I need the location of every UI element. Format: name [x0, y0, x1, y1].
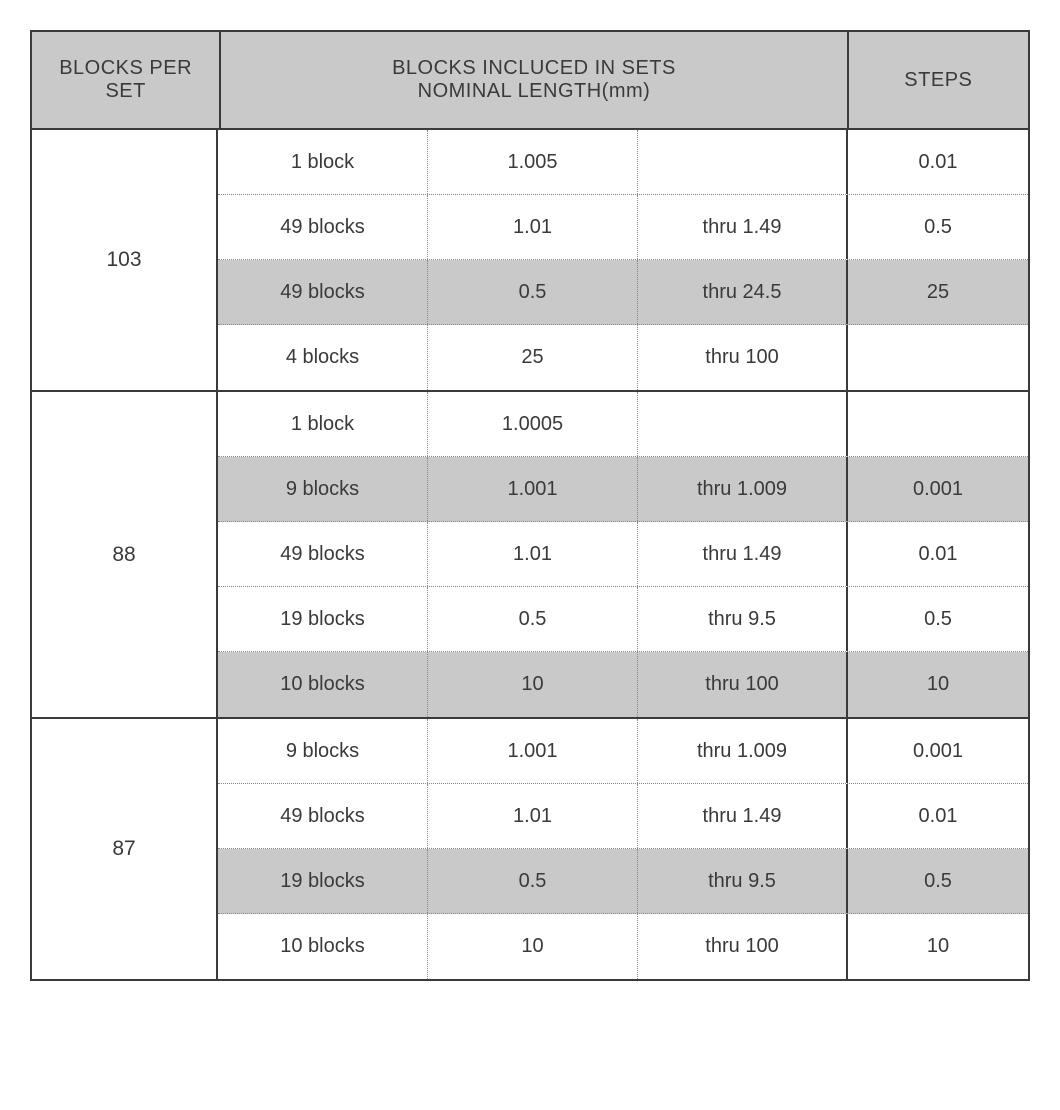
- cell-nominal-value: 0.5: [428, 587, 638, 651]
- cell-steps-value: 10: [848, 652, 1028, 717]
- group-rows: 1 block1.00059 blocks1.001thru 1.0090.00…: [218, 392, 1028, 717]
- cell-thru-value: thru 1.009: [638, 719, 848, 783]
- cell-blocks-count: 19 blocks: [218, 849, 428, 913]
- cell-steps-value: 0.01: [848, 784, 1028, 848]
- table-row: 19 blocks0.5thru 9.50.5: [218, 849, 1028, 914]
- header-steps: STEPS: [849, 32, 1028, 128]
- table-group: 1031 block1.0050.0149 blocks1.01thru 1.4…: [32, 130, 1028, 392]
- cell-blocks-count: 10 blocks: [218, 914, 428, 979]
- cell-nominal-value: 1.001: [428, 457, 638, 521]
- cell-thru-value: thru 1.49: [638, 784, 848, 848]
- cell-steps-value: 0.001: [848, 719, 1028, 783]
- cell-nominal-value: 1.001: [428, 719, 638, 783]
- cell-steps-value: 0.5: [848, 849, 1028, 913]
- cell-thru-value: thru 100: [638, 652, 848, 717]
- cell-blocks-count: 1 block: [218, 130, 428, 194]
- cell-steps-value: 10: [848, 914, 1028, 979]
- cell-thru-value: thru 1.49: [638, 195, 848, 259]
- table-header-row: BLOCKS PER SET BLOCKS INCLUCED IN SETS N…: [32, 32, 1028, 130]
- header-text: STEPS: [904, 69, 972, 92]
- group-label: 88: [32, 392, 218, 717]
- cell-steps-value: 0.01: [848, 522, 1028, 586]
- cell-blocks-count: 19 blocks: [218, 587, 428, 651]
- header-text: SET: [105, 80, 145, 103]
- table-group: 881 block1.00059 blocks1.001thru 1.0090.…: [32, 392, 1028, 719]
- cell-thru-value: thru 24.5: [638, 260, 848, 324]
- table-row: 4 blocks25thru 100: [218, 325, 1028, 390]
- cell-thru-value: thru 9.5: [638, 587, 848, 651]
- header-text: BLOCKS INCLUCED IN SETS: [392, 57, 676, 80]
- table-row: 49 blocks1.01thru 1.490.01: [218, 784, 1028, 849]
- cell-blocks-count: 9 blocks: [218, 719, 428, 783]
- header-blocks-included: BLOCKS INCLUCED IN SETS NOMINAL LENGTH(m…: [221, 32, 848, 128]
- cell-steps-value: 0.01: [848, 130, 1028, 194]
- cell-thru-value: thru 9.5: [638, 849, 848, 913]
- cell-steps-value: [848, 325, 1028, 390]
- header-blocks-per-set: BLOCKS PER SET: [32, 32, 221, 128]
- cell-steps-value: 0.001: [848, 457, 1028, 521]
- table-row: 10 blocks10thru 10010: [218, 914, 1028, 979]
- cell-blocks-count: 49 blocks: [218, 522, 428, 586]
- table-row: 10 blocks10thru 10010: [218, 652, 1028, 717]
- cell-nominal-value: 0.5: [428, 849, 638, 913]
- cell-steps-value: [848, 392, 1028, 456]
- cell-blocks-count: 10 blocks: [218, 652, 428, 717]
- group-label: 103: [32, 130, 218, 390]
- cell-blocks-count: 1 block: [218, 392, 428, 456]
- cell-steps-value: 0.5: [848, 195, 1028, 259]
- cell-blocks-count: 9 blocks: [218, 457, 428, 521]
- cell-steps-value: 25: [848, 260, 1028, 324]
- cell-nominal-value: 1.01: [428, 522, 638, 586]
- cell-nominal-value: 0.5: [428, 260, 638, 324]
- cell-steps-value: 0.5: [848, 587, 1028, 651]
- cell-nominal-value: 10: [428, 652, 638, 717]
- cell-nominal-value: 10: [428, 914, 638, 979]
- cell-blocks-count: 49 blocks: [218, 260, 428, 324]
- table-row: 49 blocks0.5thru 24.525: [218, 260, 1028, 325]
- table-group: 879 blocks1.001thru 1.0090.00149 blocks1…: [32, 719, 1028, 979]
- cell-thru-value: thru 100: [638, 914, 848, 979]
- header-text: BLOCKS PER: [59, 57, 192, 80]
- cell-thru-value: [638, 130, 848, 194]
- table-row: 9 blocks1.001thru 1.0090.001: [218, 457, 1028, 522]
- table-row: 9 blocks1.001thru 1.0090.001: [218, 719, 1028, 784]
- cell-blocks-count: 4 blocks: [218, 325, 428, 390]
- table-row: 49 blocks1.01thru 1.490.01: [218, 522, 1028, 587]
- cell-blocks-count: 49 blocks: [218, 784, 428, 848]
- header-text: NOMINAL LENGTH(mm): [418, 80, 651, 103]
- cell-nominal-value: 1.01: [428, 784, 638, 848]
- cell-nominal-value: 1.01: [428, 195, 638, 259]
- cell-nominal-value: 25: [428, 325, 638, 390]
- cell-blocks-count: 49 blocks: [218, 195, 428, 259]
- table-body: 1031 block1.0050.0149 blocks1.01thru 1.4…: [32, 130, 1028, 979]
- group-rows: 1 block1.0050.0149 blocks1.01thru 1.490.…: [218, 130, 1028, 390]
- cell-nominal-value: 1.005: [428, 130, 638, 194]
- table-row: 1 block1.0005: [218, 392, 1028, 457]
- table-row: 49 blocks1.01thru 1.490.5: [218, 195, 1028, 260]
- cell-thru-value: [638, 392, 848, 456]
- table-row: 19 blocks0.5thru 9.50.5: [218, 587, 1028, 652]
- cell-thru-value: thru 1.49: [638, 522, 848, 586]
- table-row: 1 block1.005 0.01: [218, 130, 1028, 195]
- group-label: 87: [32, 719, 218, 979]
- group-rows: 9 blocks1.001thru 1.0090.00149 blocks1.0…: [218, 719, 1028, 979]
- gauge-blocks-table: BLOCKS PER SET BLOCKS INCLUCED IN SETS N…: [30, 30, 1030, 981]
- cell-thru-value: thru 1.009: [638, 457, 848, 521]
- cell-nominal-value: 1.0005: [428, 392, 638, 456]
- cell-thru-value: thru 100: [638, 325, 848, 390]
